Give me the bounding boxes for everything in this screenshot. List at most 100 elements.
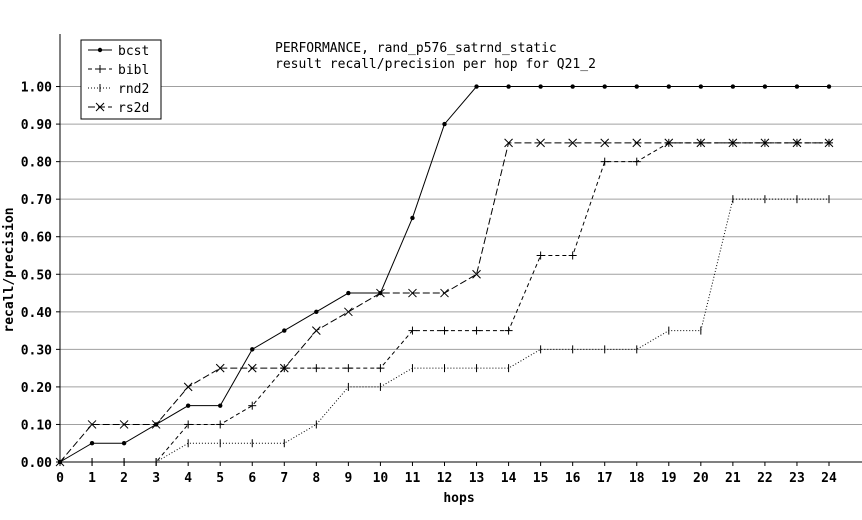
data-point-rs2d xyxy=(119,420,129,429)
x-tick-label: 15 xyxy=(533,471,549,486)
data-point-bibl xyxy=(472,326,481,335)
x-tick-label: 4 xyxy=(184,471,192,486)
data-point-bcst xyxy=(666,84,671,89)
data-point-bibl xyxy=(536,251,545,260)
data-point-bibl xyxy=(632,157,641,166)
data-point-rs2d xyxy=(824,138,834,148)
data-point-bcst xyxy=(314,309,319,315)
chart-title: PERFORMANCE, rand_p576_satrnd_static xyxy=(275,41,557,56)
series-bibl xyxy=(56,138,833,466)
data-point-bibl xyxy=(312,364,321,373)
x-tick-label: 11 xyxy=(405,471,421,486)
data-point-bcst xyxy=(634,84,639,89)
data-point-bibl xyxy=(408,326,417,335)
data-point-bcst xyxy=(474,84,479,89)
legend-marker xyxy=(96,65,104,73)
data-point-rs2d xyxy=(632,138,642,148)
legend-marker xyxy=(95,102,105,112)
legend-entry-rs2d: rs2d xyxy=(88,101,149,116)
x-axis-label: hops xyxy=(443,491,474,506)
data-point-bcst xyxy=(121,441,127,446)
data-point-rs2d xyxy=(247,363,257,373)
x-tick-label: 9 xyxy=(344,471,352,486)
series-rnd2 xyxy=(59,195,830,466)
data-point-rs2d xyxy=(55,457,65,467)
data-point-rs2d xyxy=(760,138,770,148)
x-tick-label: 17 xyxy=(597,471,613,486)
x-tick-label: 5 xyxy=(216,471,224,486)
x-tick-label: 8 xyxy=(312,471,320,486)
y-tick-label: 0.90 xyxy=(21,118,52,133)
y-tick-label: 0.10 xyxy=(21,418,52,433)
legend-entry-bcst: bcst xyxy=(88,44,149,59)
legend-label: rnd2 xyxy=(118,82,149,97)
data-point-rs2d xyxy=(664,138,674,148)
data-point-bcst xyxy=(794,84,800,89)
x-tick-label: 7 xyxy=(280,471,288,486)
data-point-bcst xyxy=(826,84,832,89)
data-point-rs2d xyxy=(568,138,578,148)
data-point-bibl xyxy=(344,364,353,373)
x-tick-label: 3 xyxy=(152,471,160,486)
y-tick-label: 0.40 xyxy=(21,306,52,321)
data-point-bcst xyxy=(250,347,255,352)
data-point-bibl xyxy=(184,420,193,429)
data-point-rs2d xyxy=(792,138,802,148)
data-point-bcst xyxy=(538,84,543,89)
data-point-bibl xyxy=(216,420,225,429)
y-tick-label: 0.00 xyxy=(21,456,52,471)
x-tick-label: 1 xyxy=(88,471,96,486)
data-point-rs2d xyxy=(536,138,545,148)
legend-label: bcst xyxy=(118,44,149,59)
data-point-rs2d xyxy=(87,420,97,429)
data-point-bcst xyxy=(410,215,415,221)
series-line-bibl xyxy=(60,142,829,463)
y-tick-label: 1.00 xyxy=(21,81,52,96)
x-tick-label: 16 xyxy=(565,471,581,486)
y-tick-label: 0.70 xyxy=(21,193,52,208)
data-point-bibl xyxy=(248,401,257,410)
grid-layer xyxy=(60,86,862,425)
x-tick-label: 20 xyxy=(693,471,709,486)
data-point-bibl xyxy=(600,157,609,166)
data-point-bcst xyxy=(185,403,191,408)
data-point-bcst xyxy=(698,84,704,89)
data-point-rs2d xyxy=(472,269,481,279)
series-rs2d xyxy=(55,138,834,467)
legend-entry-rnd2: rnd2 xyxy=(88,82,149,97)
data-point-bcst xyxy=(282,328,287,333)
x-tick-label: 21 xyxy=(725,471,741,486)
data-point-bcst xyxy=(570,84,575,89)
legend-entry-bibl: bibl xyxy=(88,63,149,78)
data-point-rs2d xyxy=(279,363,289,373)
chart-subtitle: result recall/precision per hop for Q21_… xyxy=(275,57,596,72)
data-point-bibl xyxy=(504,326,513,335)
data-point-bcst xyxy=(218,403,223,408)
x-tick-label: 2 xyxy=(120,471,128,486)
data-point-rs2d xyxy=(696,138,706,148)
data-point-rs2d xyxy=(151,420,161,429)
data-point-bibl xyxy=(376,364,385,373)
data-point-bibl xyxy=(440,326,449,335)
series-line-rs2d xyxy=(59,142,829,463)
legend-box xyxy=(80,39,162,120)
y-tick-label: 0.50 xyxy=(21,268,52,283)
data-point-rs2d xyxy=(344,307,353,317)
data-point-rs2d xyxy=(504,138,513,148)
x-tick-label: 18 xyxy=(629,471,645,486)
legend-label: bibl xyxy=(118,63,149,78)
data-point-rs2d xyxy=(440,288,449,298)
x-tick-label: 13 xyxy=(469,471,485,486)
x-tick-label: 22 xyxy=(757,471,773,486)
legend-marker xyxy=(97,47,103,53)
x-tick-label: 6 xyxy=(248,471,256,486)
x-tick-label: 24 xyxy=(821,471,837,486)
data-point-rs2d xyxy=(728,138,738,148)
data-point-rs2d xyxy=(183,382,193,392)
y-tick-label: 0.20 xyxy=(21,381,52,396)
x-tick-label: 19 xyxy=(661,471,677,486)
data-point-bcst xyxy=(506,84,511,89)
series-bcst xyxy=(57,84,832,465)
x-tick-label: 14 xyxy=(501,471,517,486)
